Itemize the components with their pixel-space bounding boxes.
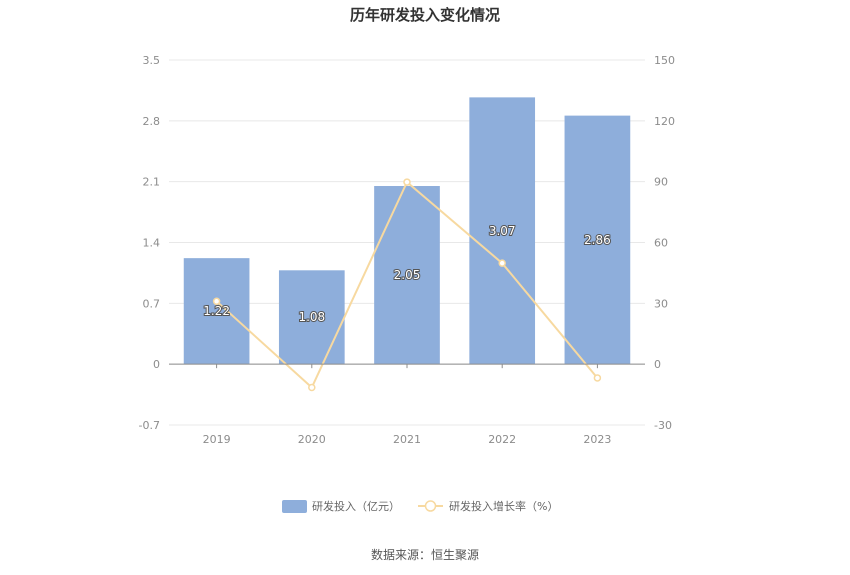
- y-right-tick-label: -30: [654, 419, 672, 432]
- y-left-tick-label: 0: [153, 358, 160, 371]
- bar: [374, 186, 440, 365]
- y-right-tick-label: 120: [654, 115, 675, 128]
- bar-labels: 1.22 1.08 2.05 3.07 2.86: [202, 223, 612, 325]
- bar-series: [183, 97, 631, 365]
- bar-value-label: 1.22: [203, 304, 230, 318]
- y-left-tick-label: 2.8: [143, 115, 161, 128]
- y-left-tick-label: -0.7: [139, 419, 160, 432]
- legend-swatch-bar: [282, 500, 307, 513]
- bar-value-label: 2.05: [394, 268, 421, 282]
- y-right-tick-label: 30: [654, 297, 668, 310]
- bar: [564, 115, 631, 365]
- x-tick-label: 2019: [203, 433, 231, 446]
- x-tick-label: 2021: [393, 433, 421, 446]
- y-left-tick-label: 2.1: [143, 176, 161, 189]
- line-point: [593, 374, 602, 382]
- x-tick-label: 2020: [298, 433, 326, 446]
- legend-swatch-marker: [424, 500, 437, 512]
- y-axis-left: -0.7 0 0.7 1.4 2.1 2.8 3.5: [139, 54, 160, 432]
- bar: [183, 258, 250, 365]
- bar: [469, 97, 536, 365]
- data-source: 数据来源：恒生聚源: [371, 547, 479, 562]
- bar-value-label: 2.86: [584, 233, 611, 247]
- y-left-tick-label: 0.7: [143, 297, 161, 310]
- x-tick-label: 2022: [488, 433, 516, 446]
- line-point: [403, 178, 411, 186]
- y-right-tick-label: 90: [654, 176, 668, 189]
- y-axis-right: -30 0 30 60 90 120 150: [654, 54, 675, 432]
- y-left-tick-label: 3.5: [143, 54, 161, 67]
- y-right-tick-label: 0: [654, 358, 661, 371]
- bar: [278, 270, 345, 365]
- legend-item-bar[interactable]: 研发投入（亿元）: [282, 499, 400, 513]
- legend-label-line: 研发投入增长率（%）: [449, 499, 558, 513]
- legend[interactable]: 研发投入（亿元） 研发投入增长率（%）: [282, 499, 558, 513]
- line-series: [212, 178, 602, 392]
- x-axis: 2019 2020 2021 2022 2023: [169, 363, 645, 446]
- y-right-tick-label: 60: [654, 237, 668, 250]
- line-point: [498, 259, 506, 267]
- line-point: [212, 297, 221, 306]
- line-point: [308, 383, 316, 392]
- y-right-tick-label: 150: [654, 54, 675, 67]
- x-tick-label: 2023: [583, 433, 611, 446]
- legend-item-line[interactable]: 研发投入增长率（%）: [418, 499, 558, 513]
- legend-label-bar: 研发投入（亿元）: [312, 499, 400, 513]
- bar-value-label: 1.08: [298, 310, 325, 324]
- chart-title: 历年研发投入变化情况: [350, 6, 500, 24]
- y-left-tick-label: 1.4: [143, 237, 161, 250]
- bar-value-label: 3.07: [489, 224, 516, 238]
